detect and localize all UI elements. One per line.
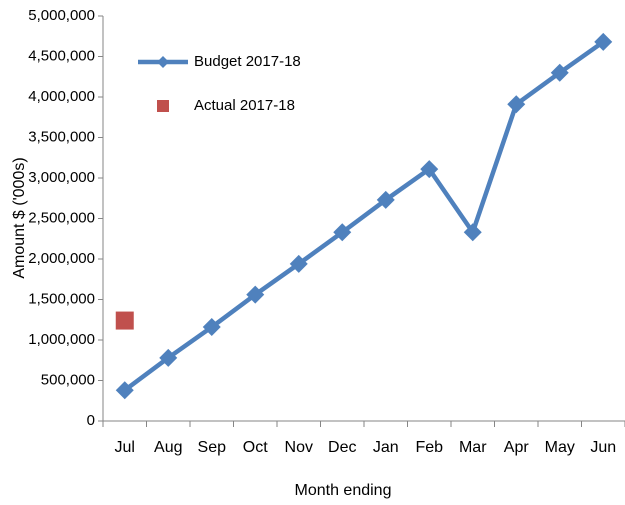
y-tick-label: 1,000,000 bbox=[28, 331, 95, 348]
data-point bbox=[333, 223, 352, 242]
data-point bbox=[463, 223, 482, 242]
x-tick-label: Sep bbox=[198, 439, 227, 456]
y-tick-label: 500,000 bbox=[41, 371, 95, 388]
legend-marker bbox=[157, 100, 169, 112]
y-tick-label: 2,500,000 bbox=[28, 209, 95, 226]
x-tick-label: Dec bbox=[328, 439, 356, 456]
y-tick-label: 0 bbox=[87, 412, 95, 429]
y-tick-label: 3,500,000 bbox=[28, 128, 95, 145]
x-tick-label: Aug bbox=[154, 439, 182, 456]
x-tick-label: Jun bbox=[590, 439, 616, 456]
data-point bbox=[115, 311, 134, 330]
legend-label: Actual 2017-18 bbox=[194, 97, 295, 114]
x-tick-label: Jan bbox=[373, 439, 399, 456]
data-point bbox=[550, 63, 569, 82]
x-tick-label: Mar bbox=[459, 439, 487, 456]
data-point bbox=[594, 32, 613, 51]
data-point bbox=[246, 285, 265, 304]
y-tick-label: 3,000,000 bbox=[28, 169, 95, 186]
y-tick-label: 2,000,000 bbox=[28, 250, 95, 267]
y-tick-label: 4,500,000 bbox=[28, 47, 95, 64]
series-line bbox=[123, 40, 605, 393]
x-tick-label: Jul bbox=[115, 439, 135, 456]
x-tick-label: Apr bbox=[504, 439, 530, 456]
x-tick-label: Oct bbox=[243, 439, 268, 456]
x-axis-title: Month ending bbox=[295, 482, 392, 499]
legend-marker bbox=[157, 56, 169, 68]
data-point bbox=[376, 190, 395, 209]
data-point bbox=[507, 95, 526, 114]
x-tick-label: Feb bbox=[415, 439, 443, 456]
x-tick-label: May bbox=[545, 439, 575, 456]
x-tick-label: Nov bbox=[285, 439, 313, 456]
data-point bbox=[289, 254, 308, 273]
y-tick-label: 5,000,000 bbox=[28, 7, 95, 24]
y-axis-title: Amount $ ('000s) bbox=[11, 157, 28, 278]
data-point bbox=[159, 348, 178, 367]
legend-label: Budget 2017-18 bbox=[194, 53, 301, 70]
data-point bbox=[115, 381, 134, 400]
y-tick-label: 4,000,000 bbox=[28, 88, 95, 105]
y-tick-label: 1,500,000 bbox=[28, 290, 95, 307]
data-point bbox=[420, 160, 439, 179]
data-point bbox=[202, 318, 221, 337]
